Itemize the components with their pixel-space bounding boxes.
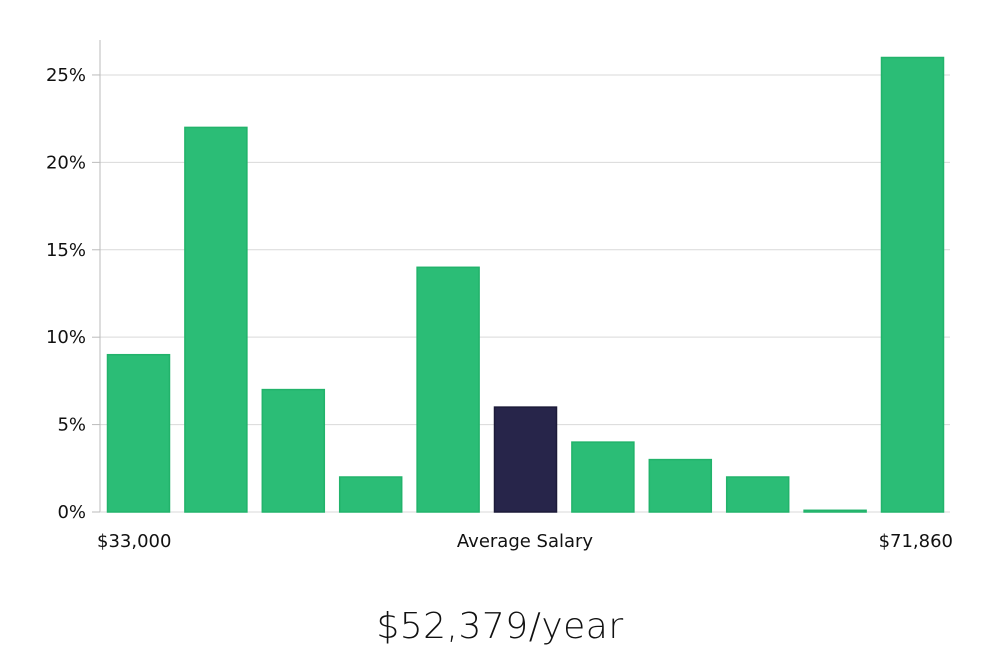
y-tick-label: 25% (46, 65, 86, 86)
bars (106, 56, 945, 513)
bar-average-salary (493, 406, 558, 513)
bar-10 (803, 509, 867, 513)
bar-4 (338, 476, 403, 513)
y-tick-label: 5% (57, 415, 86, 436)
bar-3 (261, 388, 326, 513)
y-tick-label: 20% (46, 152, 86, 173)
average-salary-value: $52,379/year (376, 606, 624, 647)
bar-8 (648, 458, 713, 513)
y-tick-label: 0% (57, 502, 86, 523)
bar-2 (184, 126, 248, 513)
bar-1 (106, 353, 171, 513)
y-tick-labels: 0% 5% 10% 15% 20% 25% (46, 65, 86, 523)
y-tick-label: 15% (46, 240, 86, 261)
x-end-label: $71,860 (879, 531, 953, 552)
salary-histogram: 0% 5% 10% 15% 20% 25% $33,000 Average Salary … (46, 40, 953, 552)
x-start-label: $33,000 (97, 531, 171, 552)
x-center-label: Average Salary (457, 531, 594, 552)
bar-7 (571, 441, 635, 513)
bar-9 (725, 476, 790, 513)
x-labels: $33,000 Average Salary $71,860 (97, 531, 953, 552)
bar-11 (880, 56, 945, 513)
bar-5 (416, 266, 480, 513)
y-tick-label: 10% (46, 327, 86, 348)
